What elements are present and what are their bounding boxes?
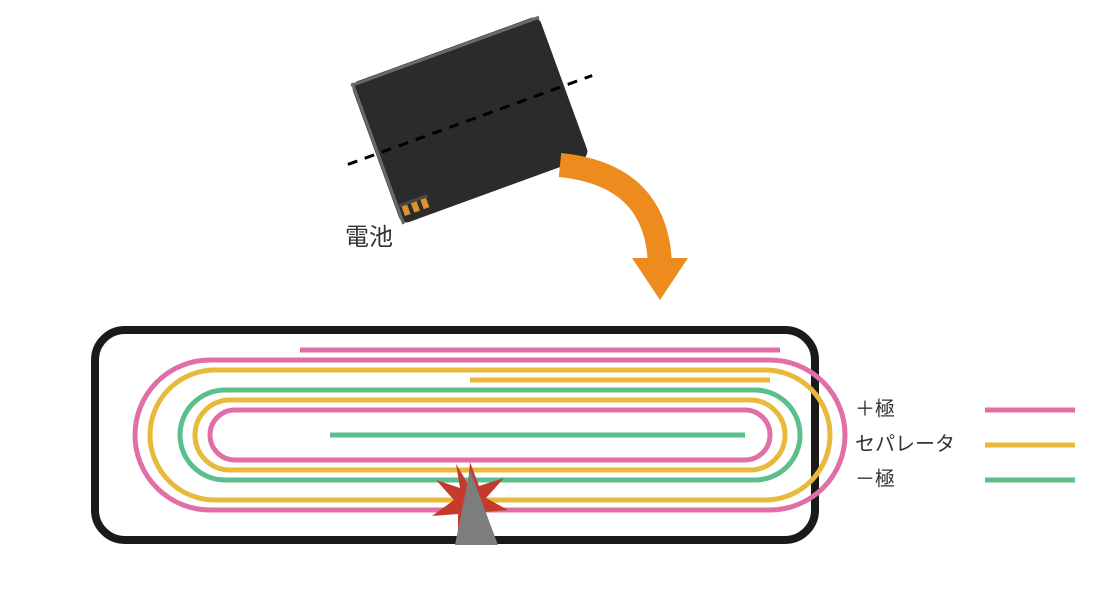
legend-positive-label: ＋極 (855, 397, 895, 420)
cross-section (95, 330, 845, 545)
arrow-head (632, 258, 688, 300)
zoom-arrow (560, 165, 688, 300)
legend-separator-label: セパレータ (855, 432, 955, 455)
legend-negative-label: －極 (855, 467, 895, 490)
arrow-shaft (560, 165, 660, 270)
legend: ＋極 セパレータ －極 (855, 397, 1075, 490)
battery-label: 電池 (345, 224, 393, 251)
diagram-canvas: 電池 (0, 0, 1101, 604)
battery-group (322, 5, 618, 235)
